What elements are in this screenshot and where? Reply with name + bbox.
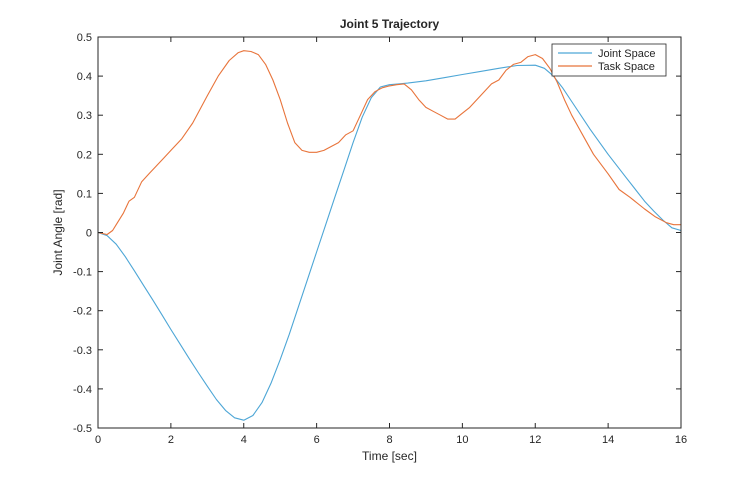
- y-tick-label: 0.4: [77, 71, 92, 83]
- y-tick-label: -0.5: [73, 423, 92, 435]
- y-tick-label: -0.4: [73, 384, 92, 396]
- y-tick-label: -0.1: [73, 267, 92, 279]
- x-tick-label: 14: [602, 434, 614, 446]
- series-line-1: [97, 64, 682, 421]
- y-tick-label: 0: [86, 228, 92, 240]
- y-tick-label: 0.3: [77, 110, 92, 122]
- series-line-2: [97, 50, 681, 236]
- legend-entry-2: Task Space: [598, 61, 655, 73]
- x-tick-label: 6: [314, 434, 320, 446]
- x-tick-label: 4: [241, 434, 247, 446]
- x-axis-label: Time [sec]: [362, 449, 417, 463]
- chart-title: Joint 5 Trajectory: [340, 17, 440, 31]
- y-tick-label: 0.2: [77, 149, 92, 161]
- x-tick-label: 0: [95, 434, 101, 446]
- y-tick-label: 0.1: [77, 188, 92, 200]
- series-layer: [97, 50, 682, 421]
- y-tick-label: -0.2: [73, 306, 92, 318]
- x-tick-label: 2: [168, 434, 174, 446]
- x-tick-label: 12: [529, 434, 541, 446]
- y-tick-label: -0.3: [73, 345, 92, 357]
- x-tick-label: 8: [386, 434, 392, 446]
- plot-area: [98, 37, 681, 428]
- y-tick-label: 0.5: [77, 32, 92, 44]
- x-tick-label: 10: [456, 434, 468, 446]
- legend-entry-1: Joint Space: [598, 48, 655, 60]
- axes-layer: 0 2 4 6 8 10 12 14 16 -0.5 -0.4 -0.3 -0.2 -0.1 0 0.1 0.2…: [73, 32, 687, 446]
- x-tick-label: 16: [675, 434, 687, 446]
- y-axis-label: Joint Angle [rad]: [51, 189, 65, 275]
- legend-box: [551, 43, 667, 77]
